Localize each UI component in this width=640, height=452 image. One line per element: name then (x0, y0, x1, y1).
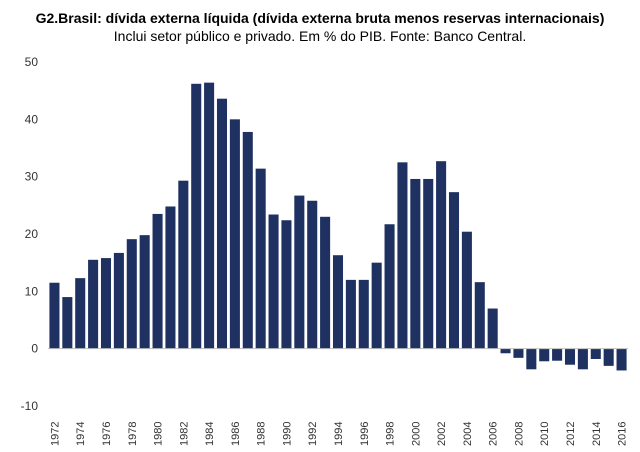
y-tick-label: 40 (25, 112, 39, 126)
x-tick-label: 1996 (359, 422, 371, 446)
bar-2001 (423, 178, 434, 349)
x-tick-label: 1980 (153, 422, 165, 446)
x-tick-label: 1998 (385, 422, 397, 446)
y-tick-label: 30 (25, 170, 39, 184)
bar-1981 (165, 206, 176, 349)
x-tick-label: 1978 (127, 422, 139, 446)
bar-1983 (191, 83, 202, 349)
x-tick-label: 1974 (75, 422, 87, 446)
bar-2007 (500, 348, 511, 354)
bar-1985 (216, 98, 228, 349)
bar-1994 (332, 255, 344, 349)
bar-1987 (242, 131, 253, 349)
bar-1997 (371, 262, 382, 349)
bar-1988 (255, 168, 266, 349)
chart-subtitle: Inclui setor público e privado. Em % do … (113, 28, 527, 44)
x-tick-label: 1976 (101, 422, 113, 446)
bar-2015 (603, 348, 614, 366)
y-tick-label: 10 (25, 284, 39, 298)
bar-1989 (268, 214, 279, 349)
chart-title: G2.Brasil: dívida externa líquida (dívid… (35, 10, 605, 26)
bar-1986 (229, 119, 240, 349)
bar-1990 (281, 220, 292, 349)
bar-1993 (320, 216, 331, 349)
bar-1996 (358, 279, 369, 349)
bar-2006 (487, 308, 498, 349)
x-tick-label: 1982 (178, 422, 190, 446)
x-tick-label: 2002 (436, 422, 448, 446)
bar-1991 (294, 195, 305, 349)
bar-1995 (345, 279, 356, 349)
x-tick-label: 2008 (513, 422, 525, 446)
bar-2000 (410, 178, 421, 349)
bar-2014 (590, 348, 601, 359)
bar-2005 (474, 282, 485, 349)
bar-2002 (436, 161, 447, 349)
bar-1999 (397, 162, 408, 349)
x-tick-label: 2000 (410, 422, 422, 446)
bar-1977 (113, 252, 124, 349)
x-tick-label: 1972 (49, 422, 61, 446)
bar-2003 (448, 192, 460, 349)
x-tick-label: 2010 (539, 422, 551, 446)
bar-1998 (384, 224, 395, 349)
x-tick-label: 1990 (281, 422, 293, 446)
x-tick-label: 1988 (256, 422, 268, 446)
y-axis: -10 0 10 20 30 40 50 (21, 55, 39, 413)
bar-1978 (126, 239, 137, 349)
y-tick-label: 50 (25, 55, 39, 69)
x-tick-label: 1984 (204, 422, 216, 446)
bar-1982 (178, 180, 189, 349)
bar-1976 (100, 258, 112, 349)
x-tick-label: 2006 (488, 422, 500, 446)
x-tick-label: 1994 (333, 422, 345, 446)
x-tick-label: 1992 (307, 422, 319, 446)
y-tick-label: 20 (25, 227, 39, 241)
bar-1980 (152, 213, 163, 349)
bar-1979 (139, 235, 150, 349)
y-tick-label: -10 (21, 399, 39, 413)
x-tick-label: 2014 (591, 422, 603, 446)
bar-2009 (526, 348, 537, 370)
bar-1992 (307, 200, 318, 349)
y-tick-label: 0 (31, 342, 38, 356)
bar-1973 (62, 297, 73, 349)
x-tick-label: 2004 (462, 422, 474, 446)
bar-2008 (513, 348, 524, 358)
bar-2016 (616, 348, 627, 371)
bar-2011 (552, 348, 563, 361)
x-axis-tick-labels: 1972 1974 1976 1978 1980 1982 1984 1986 1988 1990… (49, 422, 628, 446)
bar-2013 (577, 348, 588, 370)
bar-1974 (75, 278, 86, 349)
x-tick-label: 2012 (565, 422, 577, 446)
x-tick-label: 1986 (230, 422, 242, 446)
bar-2010 (539, 348, 550, 362)
bar-1984 (204, 82, 215, 349)
bars (49, 82, 627, 371)
bar-1972 (49, 282, 60, 349)
bar-2012 (564, 348, 576, 365)
bar-2004 (461, 231, 472, 349)
x-tick-label: 2016 (617, 422, 629, 446)
bar-1975 (88, 259, 99, 349)
